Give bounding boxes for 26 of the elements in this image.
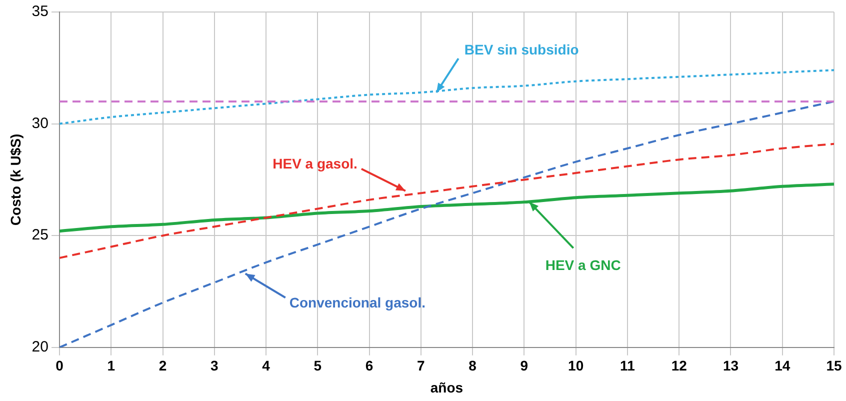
- y-tick-label: 30: [32, 114, 48, 132]
- x-tick-label: 14: [774, 358, 790, 374]
- x-tick-label: 7: [417, 358, 426, 374]
- x-tick-label: 12: [671, 358, 688, 374]
- y-tick-label: 20: [32, 338, 48, 356]
- x-tick-label: 5: [314, 358, 322, 374]
- x-axis-title: años: [430, 379, 464, 396]
- y-tick-label: 25: [32, 226, 48, 244]
- x-tick-label: 2: [158, 358, 167, 374]
- x-tick-label: 15: [826, 358, 842, 374]
- y-tick-label: 35: [32, 3, 48, 20]
- x-tick-label: 13: [722, 358, 739, 374]
- x-tick-label: 0: [56, 358, 64, 374]
- x-tick-label: 1: [107, 358, 116, 374]
- x-tick-label: 6: [365, 358, 374, 374]
- annotation: HEV a gasol.: [272, 156, 358, 172]
- x-tick-label: 9: [520, 358, 528, 374]
- x-tick-label: 4: [262, 358, 270, 374]
- x-tick-label: 11: [620, 358, 636, 374]
- annotation: Convencional gasol.: [289, 294, 426, 310]
- x-tick-label: 3: [210, 358, 218, 374]
- x-tick-label: 10: [568, 358, 584, 374]
- annotation: BEV sin subsidio: [464, 41, 579, 58]
- x-tick-label: 8: [468, 358, 477, 374]
- annotation: HEV a GNC: [545, 256, 621, 273]
- y-axis-title: Costo (k U$S): [7, 134, 24, 226]
